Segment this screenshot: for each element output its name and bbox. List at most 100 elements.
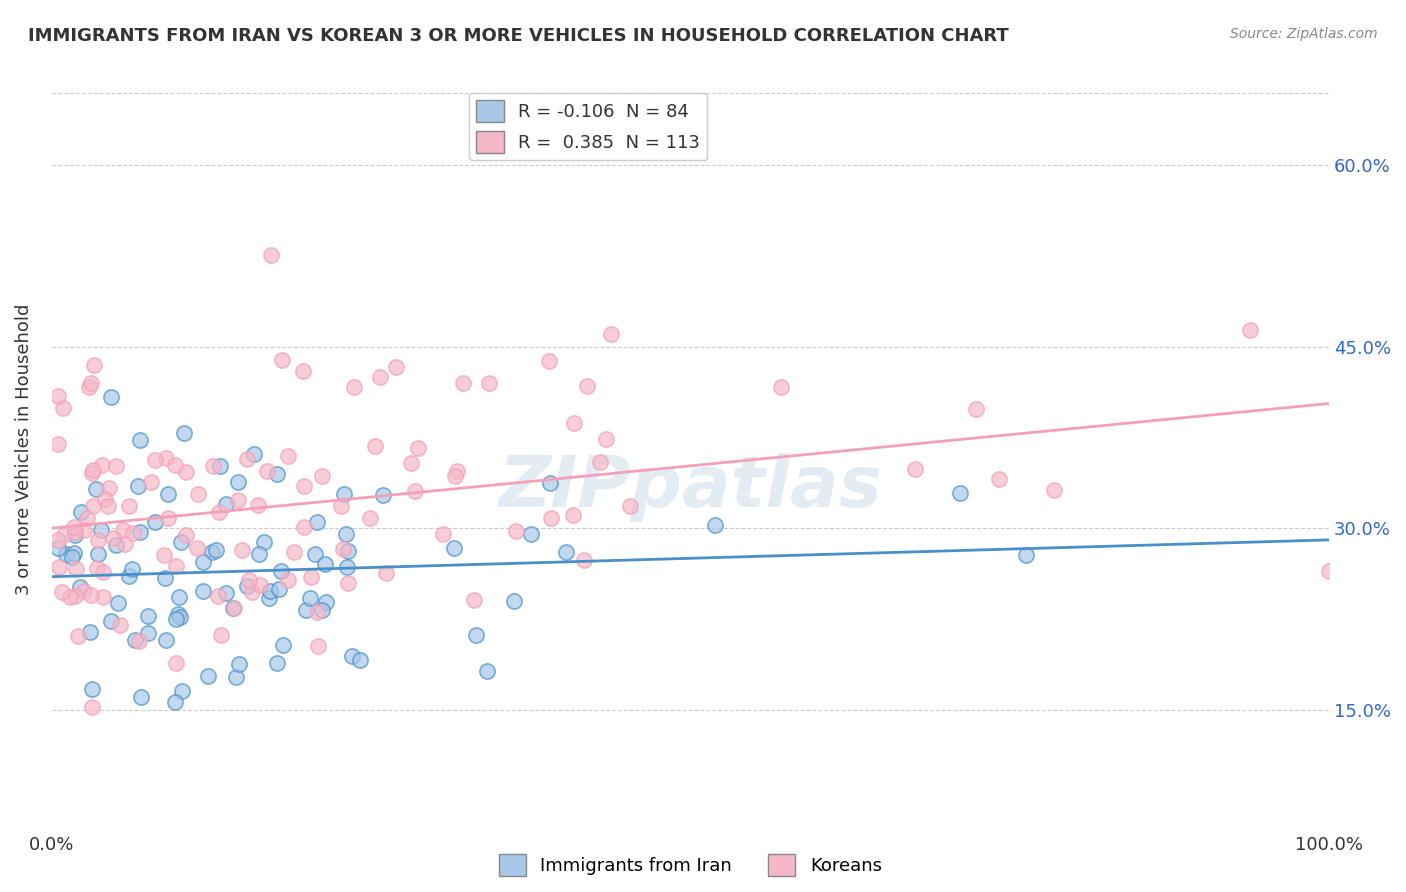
Immigrants from Iran bbox=[337, 544, 360, 558]
Koreans bbox=[101, 532, 124, 546]
Immigrants from Iran bbox=[333, 487, 356, 501]
Koreans bbox=[1317, 564, 1340, 578]
Koreans bbox=[271, 353, 294, 368]
Immigrants from Iran bbox=[143, 515, 166, 529]
Koreans bbox=[105, 459, 128, 474]
Koreans bbox=[93, 492, 115, 507]
Immigrants from Iran bbox=[90, 523, 112, 537]
Koreans bbox=[46, 389, 69, 403]
Immigrants from Iran bbox=[1015, 548, 1038, 562]
Immigrants from Iran bbox=[373, 488, 395, 502]
Koreans bbox=[231, 543, 253, 558]
Koreans bbox=[46, 533, 69, 547]
Koreans bbox=[1239, 323, 1261, 337]
Koreans bbox=[82, 463, 104, 477]
Text: Source: ZipAtlas.com: Source: ZipAtlas.com bbox=[1230, 27, 1378, 41]
Koreans bbox=[463, 593, 485, 607]
Koreans bbox=[90, 458, 112, 472]
Immigrants from Iran bbox=[167, 607, 190, 622]
Koreans bbox=[240, 585, 263, 599]
Koreans bbox=[249, 578, 271, 592]
Koreans bbox=[46, 436, 69, 450]
Koreans bbox=[207, 589, 229, 603]
Koreans bbox=[97, 481, 120, 495]
Immigrants from Iran bbox=[155, 632, 177, 647]
Koreans bbox=[987, 472, 1010, 486]
Koreans bbox=[589, 455, 612, 469]
Koreans bbox=[141, 475, 163, 490]
Immigrants from Iran bbox=[157, 487, 180, 501]
Koreans bbox=[277, 449, 299, 463]
Immigrants from Iran bbox=[118, 568, 141, 582]
Koreans bbox=[174, 465, 197, 479]
Koreans bbox=[599, 326, 621, 341]
Koreans bbox=[91, 590, 114, 604]
Immigrants from Iran bbox=[163, 695, 186, 709]
Immigrants from Iran bbox=[173, 426, 195, 441]
Koreans bbox=[186, 541, 208, 556]
Koreans bbox=[143, 453, 166, 467]
Koreans bbox=[505, 524, 527, 538]
Koreans bbox=[904, 461, 927, 475]
Immigrants from Iran bbox=[225, 670, 247, 684]
Koreans bbox=[174, 528, 197, 542]
Koreans bbox=[73, 523, 96, 537]
Koreans bbox=[432, 527, 454, 541]
Koreans bbox=[157, 510, 180, 524]
Immigrants from Iran bbox=[79, 625, 101, 640]
Koreans bbox=[446, 464, 468, 478]
Koreans bbox=[238, 573, 260, 587]
Koreans bbox=[572, 553, 595, 567]
Koreans bbox=[965, 402, 987, 417]
Koreans bbox=[769, 380, 792, 394]
Koreans bbox=[208, 505, 231, 519]
Koreans bbox=[222, 601, 245, 615]
Koreans bbox=[163, 458, 186, 473]
Immigrants from Iran bbox=[104, 538, 127, 552]
Koreans bbox=[451, 376, 474, 391]
Koreans bbox=[155, 450, 177, 465]
Koreans bbox=[540, 510, 562, 524]
Immigrants from Iran bbox=[55, 547, 77, 561]
Koreans bbox=[246, 498, 269, 512]
Koreans bbox=[364, 440, 387, 454]
Koreans bbox=[63, 520, 86, 534]
Immigrants from Iran bbox=[129, 524, 152, 539]
Koreans bbox=[283, 545, 305, 559]
Koreans bbox=[82, 499, 104, 513]
Immigrants from Iran bbox=[80, 681, 103, 696]
Immigrants from Iran bbox=[60, 549, 83, 564]
Koreans bbox=[114, 537, 136, 551]
Immigrants from Iran bbox=[193, 556, 215, 570]
Koreans bbox=[444, 468, 467, 483]
Immigrants from Iran bbox=[503, 594, 526, 608]
Immigrants from Iran bbox=[170, 534, 193, 549]
Immigrants from Iran bbox=[307, 515, 329, 529]
Koreans bbox=[86, 561, 108, 575]
Koreans bbox=[111, 523, 134, 537]
Immigrants from Iran bbox=[267, 582, 290, 596]
Immigrants from Iran bbox=[46, 541, 69, 555]
Koreans bbox=[562, 416, 585, 430]
Immigrants from Iran bbox=[100, 390, 122, 404]
Koreans bbox=[330, 499, 353, 513]
Koreans bbox=[65, 562, 87, 576]
Immigrants from Iran bbox=[266, 656, 288, 670]
Koreans bbox=[619, 500, 641, 514]
Immigrants from Iran bbox=[205, 542, 228, 557]
Immigrants from Iran bbox=[475, 664, 498, 678]
Immigrants from Iran bbox=[209, 458, 232, 473]
Koreans bbox=[1043, 483, 1066, 498]
Immigrants from Iran bbox=[100, 615, 122, 629]
Koreans bbox=[277, 574, 299, 588]
Koreans bbox=[299, 570, 322, 584]
Immigrants from Iran bbox=[257, 591, 280, 605]
Koreans bbox=[332, 542, 354, 557]
Koreans bbox=[87, 533, 110, 548]
Immigrants from Iran bbox=[169, 591, 191, 605]
Koreans bbox=[79, 588, 101, 602]
Immigrants from Iran bbox=[131, 690, 153, 705]
Text: IMMIGRANTS FROM IRAN VS KOREAN 3 OR MORE VEHICLES IN HOUSEHOLD CORRELATION CHART: IMMIGRANTS FROM IRAN VS KOREAN 3 OR MORE… bbox=[28, 27, 1010, 45]
Koreans bbox=[292, 479, 315, 493]
Koreans bbox=[118, 499, 141, 513]
